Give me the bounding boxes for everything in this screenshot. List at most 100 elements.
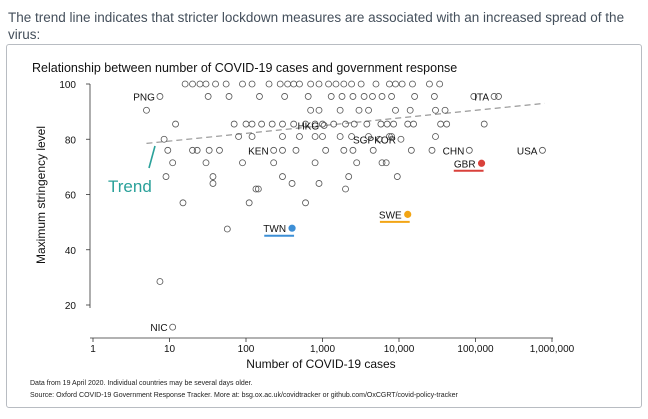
trend-annotation: Trend [108, 177, 152, 196]
x-tick-label: 1,000,000 [530, 344, 575, 355]
data-point [202, 80, 210, 88]
data-point [342, 185, 349, 193]
data-point [248, 133, 256, 140]
data-point [284, 80, 292, 88]
x-tick-label: 1,000 [310, 344, 335, 355]
data-point [279, 146, 286, 154]
data-point [349, 93, 357, 100]
highlight-point-twn [288, 224, 296, 232]
data-point [258, 120, 266, 128]
data-point [327, 93, 335, 100]
labeled-point-sgp [375, 135, 383, 143]
country-label-usa: USA [517, 146, 538, 157]
data-point [360, 93, 368, 100]
data-point [302, 120, 309, 128]
data-point [169, 159, 177, 167]
data-point [383, 120, 391, 128]
data-point [290, 120, 298, 128]
labeled-point-hkg [320, 122, 328, 129]
data-point [365, 133, 372, 140]
data-point [390, 120, 398, 128]
data-point [156, 278, 164, 285]
data-point [342, 120, 349, 128]
data-point [288, 180, 296, 187]
data-point [430, 93, 438, 100]
labeled-point-ken [270, 146, 278, 154]
data-point [410, 120, 417, 128]
x-tick-label: 100,000 [457, 344, 494, 355]
data-point [363, 120, 371, 128]
y-tick-label: 80 [65, 135, 77, 146]
data-point [279, 173, 286, 180]
data-point [437, 120, 445, 128]
data-point [279, 120, 286, 128]
data-point [189, 80, 196, 88]
data-point [393, 173, 401, 180]
data-point [279, 133, 286, 140]
country-label-swe: SWE [379, 210, 402, 221]
labeled-point-chn [465, 146, 473, 154]
data-point [392, 106, 399, 114]
data-point [353, 159, 361, 167]
data-point [311, 120, 319, 128]
data-point [349, 146, 357, 154]
data-point [252, 185, 260, 193]
data-point [248, 120, 256, 128]
data-point [345, 173, 353, 180]
data-point [355, 106, 363, 114]
data-point [348, 80, 355, 88]
data-point [254, 185, 262, 193]
data-point [348, 133, 355, 140]
data-point [268, 120, 276, 128]
data-point [426, 80, 433, 88]
country-label-hkg: HKG [297, 121, 319, 132]
data-point [239, 159, 246, 167]
data-point [409, 80, 416, 88]
data-point [270, 159, 278, 167]
data-point [248, 80, 256, 88]
y-tick-label: 40 [65, 246, 77, 257]
source-note: Source: Oxford COVID-19 Government Respo… [30, 392, 458, 399]
data-note: Data from 19 April 2020. Individual coun… [30, 380, 253, 387]
data-point [369, 93, 376, 100]
data-point [296, 80, 303, 88]
x-tick-label: 10 [164, 344, 176, 355]
data-point [160, 135, 168, 143]
data-point [143, 106, 150, 114]
country-label-gbr: GBR [454, 159, 476, 170]
data-point [398, 80, 406, 88]
x-axis-label: Number of COVID-19 cases [246, 357, 395, 371]
x-tick-label: 1 [90, 344, 96, 355]
chart-title: Relationship between number of COVID-19 … [32, 61, 457, 75]
data-point [436, 80, 444, 88]
data-point [304, 93, 312, 100]
data-point [325, 80, 332, 88]
data-point [411, 93, 419, 100]
data-point [388, 133, 395, 140]
labeled-point-nic [169, 323, 177, 331]
data-point [369, 146, 377, 154]
data-point [189, 146, 196, 154]
data-point [204, 93, 212, 100]
data-point [319, 133, 326, 140]
data-point [480, 120, 488, 128]
data-point [181, 80, 189, 88]
caption-text: The trend line indicates that stricter l… [8, 10, 625, 42]
data-point [196, 80, 204, 88]
data-point [245, 199, 253, 207]
data-point [193, 146, 201, 154]
data-point [202, 159, 210, 167]
data-point [296, 133, 303, 140]
data-point [404, 120, 412, 128]
country-label-kor: KOR [374, 135, 396, 146]
x-tick-label: 100 [238, 344, 255, 355]
data-point [336, 133, 344, 140]
country-label-png: PNG [133, 92, 155, 103]
data-point [378, 159, 386, 167]
data-point [340, 80, 348, 88]
data-point [172, 120, 179, 128]
country-label-ita: ITA [474, 92, 489, 103]
data-point [432, 106, 439, 114]
data-point [315, 80, 323, 88]
data-point [239, 80, 246, 88]
